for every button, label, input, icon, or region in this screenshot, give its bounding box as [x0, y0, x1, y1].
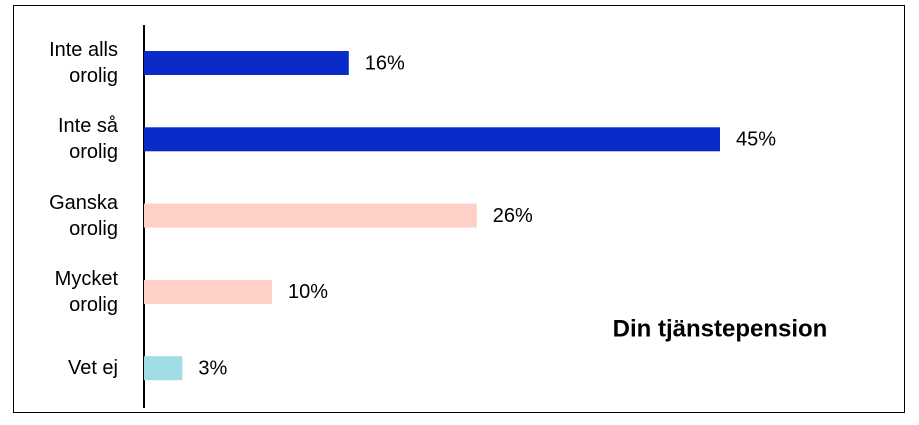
frame	[13, 5, 905, 413]
category-label: Inte alls orolig	[49, 39, 118, 87]
bar	[144, 356, 183, 381]
category-label: Ganska orolig	[49, 191, 118, 240]
bar	[144, 51, 349, 75]
value-label: 10%	[288, 281, 328, 303]
category-label: Vet ej	[67, 357, 118, 380]
category-label: Mycket orolig	[54, 267, 118, 316]
value-label: 45%	[736, 129, 776, 151]
bar	[144, 203, 477, 228]
value-label: 3%	[198, 357, 227, 379]
value-label: 16%	[365, 52, 405, 74]
category-label: Inte så orolig	[57, 115, 118, 164]
bar	[144, 279, 272, 304]
value-label: 26%	[493, 205, 533, 227]
chart-title: Din tjänstepension	[613, 315, 828, 342]
bar	[144, 127, 720, 152]
